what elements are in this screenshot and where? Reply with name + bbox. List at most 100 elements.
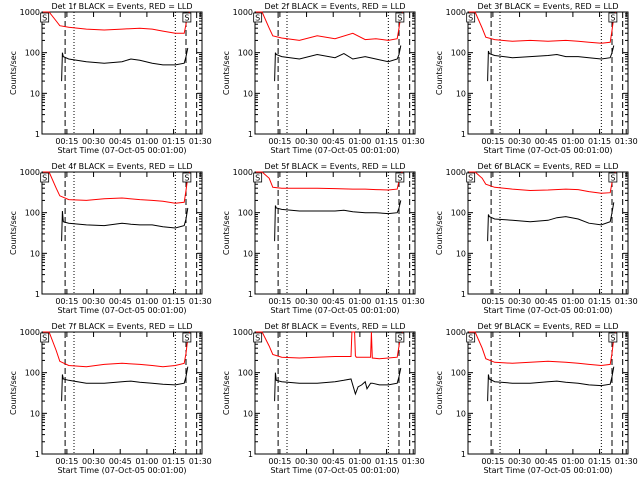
x-tick-label: 01:30	[402, 137, 425, 146]
marker-box	[253, 172, 263, 183]
x-tick-label: 00:15	[481, 137, 504, 146]
marker-label: S	[468, 174, 473, 183]
marker-label: S	[255, 14, 260, 23]
y-tick-label: 10	[30, 249, 40, 258]
x-tick-label: 00:30	[82, 457, 105, 466]
marker-label: S	[255, 174, 260, 183]
y-axis-label: Counts/sec	[222, 211, 231, 255]
marker-box	[182, 332, 192, 343]
series-line-events	[274, 367, 402, 402]
y-tick-label: 1	[461, 130, 466, 139]
x-tick-label: 00:30	[82, 297, 105, 306]
y-tick-label: 1	[461, 450, 466, 459]
marker-box	[253, 332, 263, 343]
series-line-lld	[468, 331, 617, 367]
chart-panel: Det 1f BLACK = Events, RED = LLD 1 10 100 10…	[9, 2, 212, 155]
x-tick-label: 01:15	[162, 457, 185, 466]
chart-panel: Det 7f BLACK = Events, RED = LLD 1 10 100 10…	[9, 322, 212, 475]
marker-box	[466, 332, 476, 343]
marker-label: S	[184, 334, 189, 343]
x-tick-label: 00:45	[322, 137, 345, 146]
x-tick-label: 00:45	[535, 137, 558, 146]
x-tick-label: 00:45	[535, 297, 558, 306]
x-tick-label: 00:45	[322, 297, 345, 306]
y-axis-label: Counts/sec	[435, 211, 444, 255]
series-line-lld	[42, 331, 191, 368]
plot-frame	[467, 331, 629, 455]
marker-box	[608, 332, 618, 343]
y-axis-label: Counts/sec	[435, 51, 444, 95]
marker-label: S	[42, 14, 47, 23]
x-tick-label: 01:15	[588, 137, 611, 146]
chart-title: Det 3f BLACK = Events, RED = LLD	[477, 2, 618, 11]
x-tick-label: 01:15	[375, 297, 398, 306]
marker-label: S	[397, 334, 402, 343]
chart-title: Det 5f BLACK = Events, RED = LLD	[264, 162, 405, 171]
x-tick-label: 01:00	[135, 457, 158, 466]
x-tick-label: 01:00	[135, 137, 158, 146]
x-tick-label: 00:15	[55, 457, 78, 466]
x-tick-label: 01:00	[348, 137, 371, 146]
chart-panel: Det 9f BLACK = Events, RED = LLD 1 10 100 10…	[435, 322, 638, 475]
marker-label: S	[610, 174, 615, 183]
series-line-events	[274, 45, 402, 82]
x-tick-label: 01:15	[162, 137, 185, 146]
plot-frame	[254, 11, 416, 135]
x-axis-label: Start Time (07-Oct-05 00:01:00)	[483, 306, 612, 315]
chart-panel: Det 2f BLACK = Events, RED = LLD 1 10 100 10…	[222, 2, 425, 155]
y-tick-label: 1	[248, 450, 253, 459]
x-tick-label: 01:30	[615, 297, 638, 306]
marker-label: S	[610, 334, 615, 343]
y-tick-label: 1000	[233, 328, 253, 337]
chart-title: Det 6f BLACK = Events, RED = LLD	[477, 162, 618, 171]
y-tick-label: 100	[451, 209, 466, 218]
chart-panel: Det 6f BLACK = Events, RED = LLD 1 10 100 10…	[435, 162, 638, 315]
x-axis-label: Start Time (07-Oct-05 00:01:00)	[270, 306, 399, 315]
y-tick-label: 1000	[446, 328, 466, 337]
marker-label: S	[255, 334, 260, 343]
series-line-events	[487, 45, 615, 82]
x-axis-label: Start Time (07-Oct-05 00:01:00)	[483, 466, 612, 475]
y-tick-label: 100	[25, 369, 40, 378]
marker-box	[40, 12, 50, 23]
x-tick-label: 01:30	[189, 137, 212, 146]
marker-label: S	[397, 14, 402, 23]
marker-label: S	[42, 174, 47, 183]
x-tick-label: 00:45	[322, 457, 345, 466]
y-axis-label: Counts/sec	[222, 371, 231, 415]
y-tick-label: 10	[30, 409, 40, 418]
marker-box	[40, 332, 50, 343]
x-axis-label: Start Time (07-Oct-05 00:01:00)	[57, 466, 186, 475]
marker-box	[466, 12, 476, 23]
y-tick-label: 100	[451, 369, 466, 378]
x-tick-label: 01:30	[615, 457, 638, 466]
y-tick-label: 100	[451, 49, 466, 58]
series-line-events	[61, 47, 189, 82]
y-tick-label: 10	[456, 249, 466, 258]
x-tick-label: 01:15	[375, 457, 398, 466]
x-tick-label: 01:00	[348, 457, 371, 466]
marker-label: S	[42, 334, 47, 343]
chart-title: Det 9f BLACK = Events, RED = LLD	[477, 322, 618, 331]
x-axis-label: Start Time (07-Oct-05 00:01:00)	[57, 306, 186, 315]
chart-title: Det 7f BLACK = Events, RED = LLD	[51, 322, 192, 331]
y-tick-label: 1000	[20, 328, 40, 337]
chart-title: Det 2f BLACK = Events, RED = LLD	[264, 2, 405, 11]
chart-title: Det 1f BLACK = Events, RED = LLD	[51, 2, 192, 11]
marker-label: S	[397, 174, 402, 183]
x-tick-label: 00:45	[109, 137, 132, 146]
series-line-events	[61, 207, 189, 242]
x-axis-label: Start Time (07-Oct-05 00:01:00)	[483, 146, 612, 155]
x-tick-label: 00:15	[481, 457, 504, 466]
y-tick-label: 10	[30, 89, 40, 98]
marker-box	[253, 12, 263, 23]
marker-box	[608, 172, 618, 183]
chart-panel: Det 5f BLACK = Events, RED = LLD 1 10 100 10…	[222, 162, 425, 315]
plot-frame	[41, 11, 203, 135]
y-tick-label: 100	[238, 209, 253, 218]
x-tick-label: 00:15	[55, 137, 78, 146]
y-axis-label: Counts/sec	[435, 371, 444, 415]
x-tick-label: 01:15	[588, 297, 611, 306]
plot-frame	[254, 171, 416, 295]
y-tick-label: 1	[35, 450, 40, 459]
